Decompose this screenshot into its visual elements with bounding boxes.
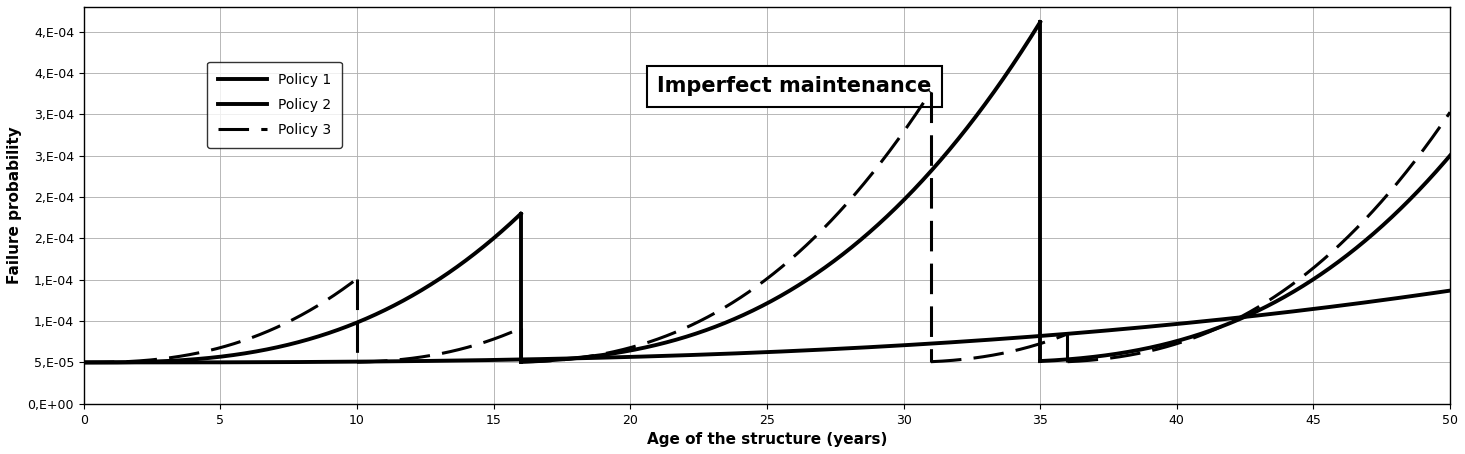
Policy 1 (81, 360, 98, 365)
X-axis label: Age of the structure (years): Age of the structure (years) (646, 432, 888, 447)
Policy 1 (1442, 288, 1459, 293)
Policy 1 (157, 360, 174, 365)
Policy 1 (1368, 298, 1386, 303)
Line: Policy 1: Policy 1 (84, 291, 1450, 362)
Policy 3 (1157, 344, 1175, 350)
Policy 2 (1442, 153, 1459, 158)
Policy 2 (776, 290, 794, 296)
Policy 3 (1433, 122, 1450, 127)
Legend: Policy 1, Policy 2, Policy 3: Policy 1, Policy 2, Policy 3 (207, 61, 341, 148)
Policy 3 (708, 310, 725, 315)
Policy 2 (75, 360, 92, 365)
Line: Policy 2: Policy 2 (84, 22, 1450, 362)
Policy 2 (1409, 188, 1427, 193)
Policy 1 (343, 359, 360, 365)
Policy 3 (75, 360, 92, 365)
Policy 1 (132, 360, 149, 365)
Y-axis label: Failure probability: Failure probability (7, 127, 22, 284)
Policy 3 (1260, 298, 1277, 303)
Policy 2 (152, 359, 170, 364)
Policy 1 (75, 360, 92, 365)
Policy 2 (583, 354, 601, 359)
Policy 1 (743, 350, 760, 355)
Policy 2 (948, 138, 965, 143)
Line: Policy 3: Policy 3 (84, 92, 1450, 362)
Policy 3 (1442, 109, 1459, 115)
Policy 3 (271, 323, 289, 328)
Policy 3 (924, 359, 942, 364)
Text: Imperfect maintenance: Imperfect maintenance (656, 76, 932, 96)
Policy 2 (315, 332, 333, 338)
